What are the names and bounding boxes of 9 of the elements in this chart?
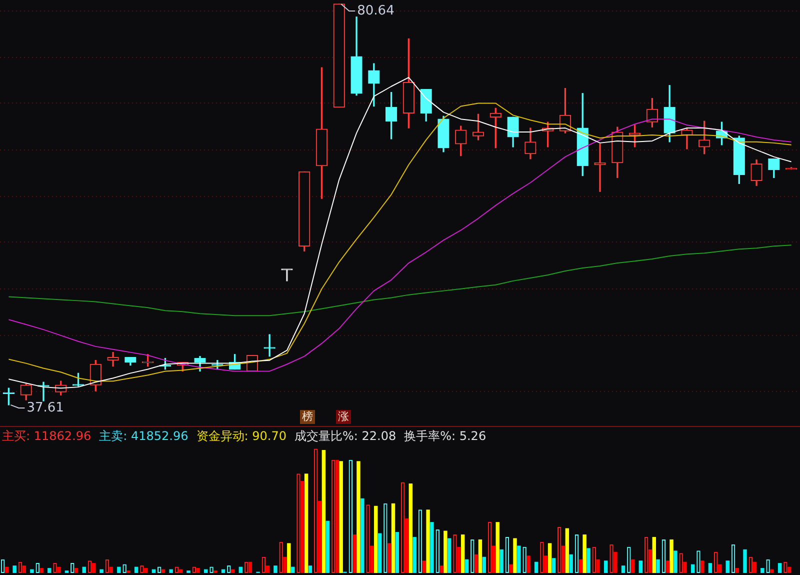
- annotation: 37.61: [26, 400, 64, 416]
- text: 涨: [336, 410, 351, 424]
- text: 主买: 11862.96: [2, 428, 92, 444]
- annotation: 80.64: [357, 3, 394, 18]
- text: 榜: [300, 410, 315, 424]
- text: 成交量比%: 22.08: [294, 428, 396, 444]
- text: 资金异动: 90.70: [196, 428, 286, 444]
- text: 主卖: 41852.96: [99, 428, 188, 444]
- text: 换手率%: 5.26: [404, 428, 486, 444]
